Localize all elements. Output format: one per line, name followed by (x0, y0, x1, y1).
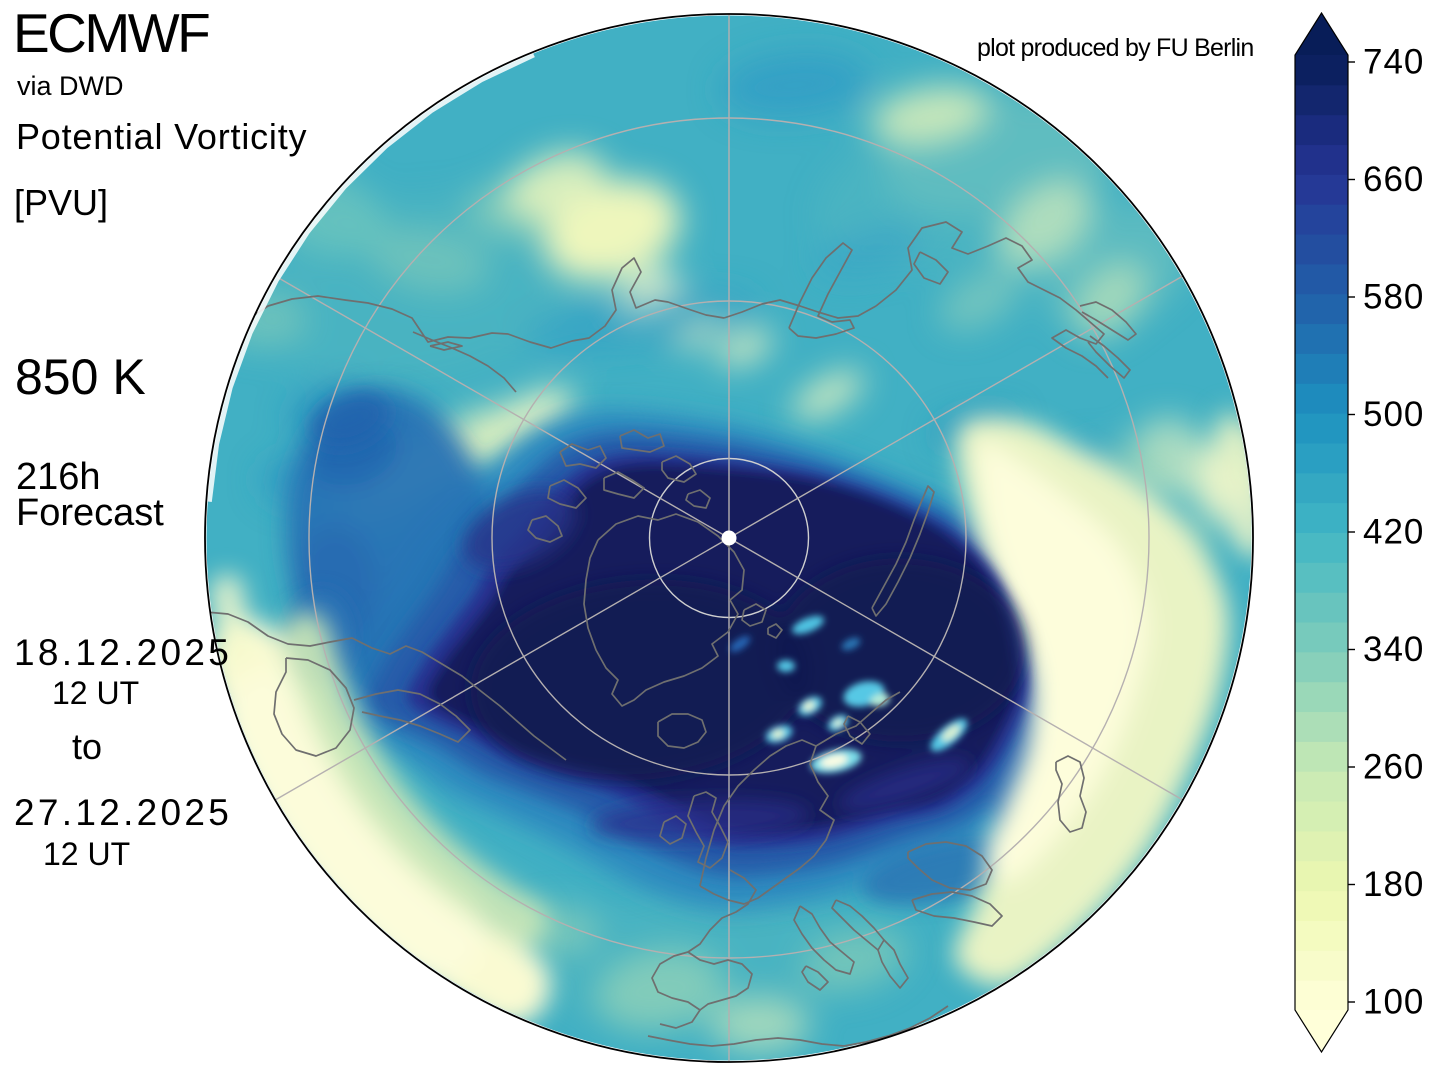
svg-text:740: 740 (1363, 43, 1424, 82)
svg-text:420: 420 (1363, 513, 1424, 552)
svg-text:340: 340 (1363, 630, 1424, 669)
svg-text:580: 580 (1363, 278, 1424, 317)
svg-text:100: 100 (1363, 983, 1424, 1022)
svg-text:180: 180 (1363, 865, 1424, 904)
svg-text:260: 260 (1363, 748, 1424, 787)
svg-text:660: 660 (1363, 160, 1424, 199)
svg-text:500: 500 (1363, 395, 1424, 434)
